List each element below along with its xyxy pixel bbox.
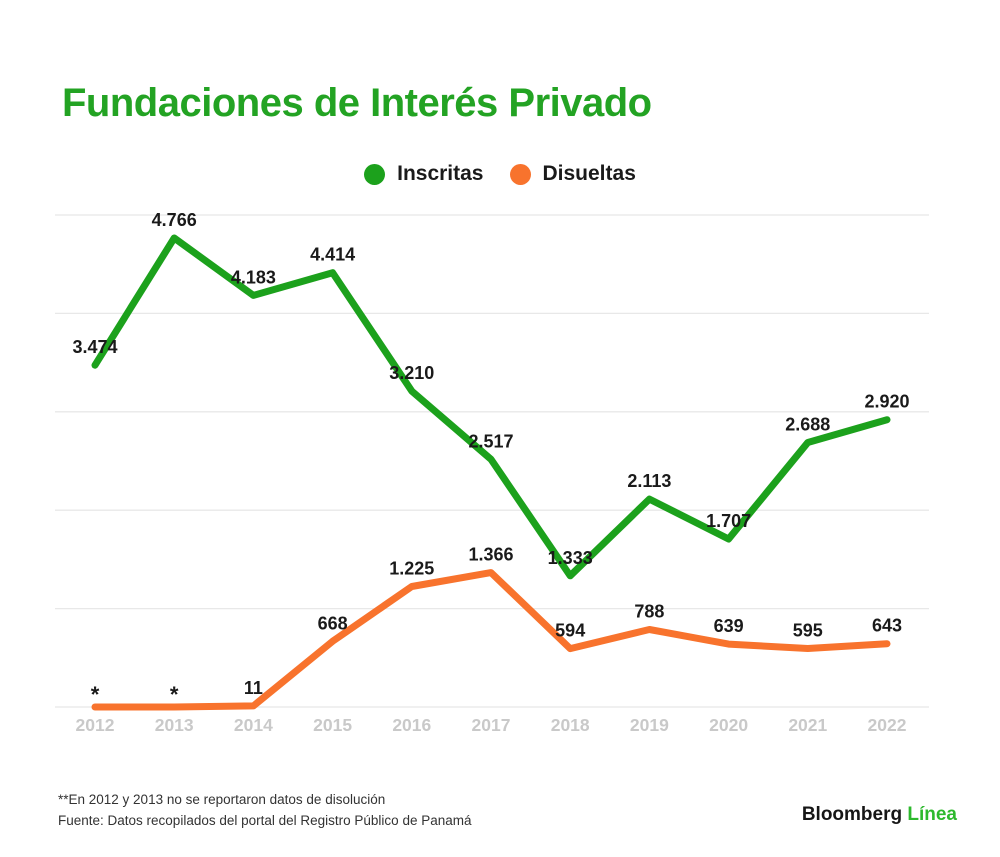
legend-item-inscritas: Inscritas	[364, 162, 484, 186]
x-axis-label-2020: 2020	[709, 715, 748, 735]
legend-label-inscritas: Inscritas	[397, 162, 484, 185]
brand-logo: Bloomberg Línea	[802, 804, 957, 826]
data-label-disueltas-2022: 643	[872, 616, 902, 636]
x-axis-label-2015: 2015	[313, 715, 352, 735]
legend-label-disueltas: Disueltas	[542, 162, 636, 185]
footnote-line-2: Fuente: Datos recopilados del portal del…	[58, 813, 472, 828]
data-label-inscritas-2016: 3.210	[389, 363, 434, 383]
page-title: Fundaciones de Interés Privado	[62, 80, 652, 125]
x-axis-label-2021: 2021	[788, 715, 827, 735]
data-label-inscritas-2014: 4.183	[231, 267, 276, 287]
data-label-disueltas-2018: 594	[555, 621, 585, 641]
x-axis-label-2016: 2016	[392, 715, 431, 735]
footnote: **En 2012 y 2013 no se reportaron datos …	[58, 789, 472, 831]
inscritas-dot-icon	[364, 163, 386, 185]
data-label-inscritas-2017: 2.517	[468, 431, 513, 451]
x-axis-label-2022: 2022	[868, 715, 907, 735]
x-axis-label-2013: 2013	[155, 715, 194, 735]
x-axis-label-2014: 2014	[234, 715, 273, 735]
x-axis-label-2017: 2017	[472, 715, 511, 735]
legend-item-disueltas: Disueltas	[509, 162, 636, 186]
data-label-disueltas-2015: 668	[318, 613, 348, 633]
footnote-line-1: **En 2012 y 2013 no se reportaron datos …	[58, 792, 386, 807]
data-label-disueltas-2019: 788	[634, 602, 664, 622]
data-label-inscritas-2021: 2.688	[785, 415, 830, 435]
data-label-inscritas-2012: 3.474	[72, 337, 117, 357]
x-axis-label-2019: 2019	[630, 715, 669, 735]
data-label-inscritas-2018: 1.333	[548, 548, 593, 568]
series-line-inscritas	[91, 234, 891, 580]
brand-word-bloomberg: Bloomberg	[801, 804, 903, 825]
data-label-inscritas-2022: 2.920	[864, 392, 909, 412]
disueltas-dot-icon	[509, 163, 531, 185]
data-label-inscritas-2015: 4.414	[310, 245, 355, 265]
data-label-inscritas-2020: 1.707	[706, 511, 751, 531]
data-label-disueltas-2021: 595	[793, 621, 823, 641]
brand-word-linea: Línea	[907, 804, 957, 825]
data-label-disueltas-2012: *	[91, 682, 100, 707]
data-label-disueltas-2013: *	[170, 682, 179, 707]
x-axis-label-2012: 2012	[76, 715, 115, 735]
data-label-disueltas-2020: 639	[714, 616, 744, 636]
data-label-inscritas-2013: 4.766	[152, 210, 197, 230]
data-label-inscritas-2019: 2.113	[627, 471, 671, 491]
series-line-disueltas	[91, 569, 891, 711]
data-label-disueltas-2017: 1.366	[468, 545, 513, 565]
x-axis-label-2018: 2018	[551, 715, 590, 735]
data-label-disueltas-2014: 11	[244, 678, 263, 698]
chart-legend: Inscritas Disueltas	[0, 162, 1000, 186]
data-label-disueltas-2016: 1.225	[389, 559, 434, 579]
